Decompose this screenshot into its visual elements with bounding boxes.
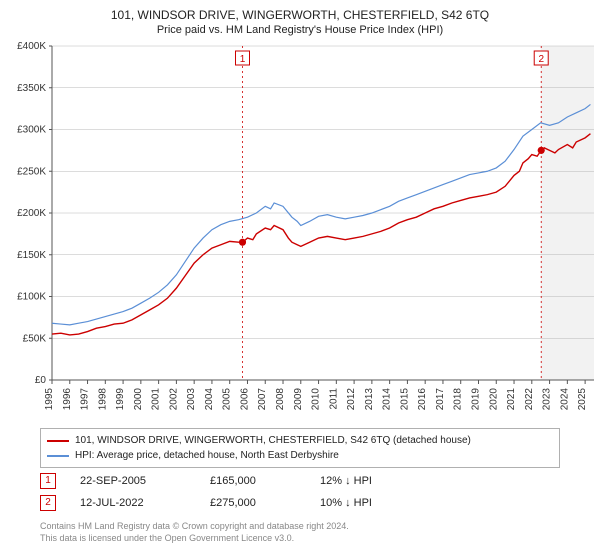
svg-text:1998: 1998 [97, 388, 108, 411]
marker-date: 12-JUL-2022 [80, 497, 210, 509]
svg-text:2007: 2007 [257, 388, 268, 411]
svg-text:2022: 2022 [524, 388, 535, 411]
page-title: 101, WINDSOR DRIVE, WINGERWORTH, CHESTER… [0, 0, 600, 22]
svg-text:2006: 2006 [239, 388, 250, 411]
svg-text:1: 1 [240, 54, 246, 65]
footer-attribution: Contains HM Land Registry data © Crown c… [40, 520, 349, 544]
svg-text:£0: £0 [35, 375, 47, 386]
svg-text:2017: 2017 [435, 388, 446, 411]
svg-text:1999: 1999 [115, 388, 126, 411]
svg-text:2021: 2021 [506, 388, 517, 411]
legend-label: 101, WINDSOR DRIVE, WINGERWORTH, CHESTER… [75, 433, 471, 448]
table-row: 2 12-JUL-2022 £275,000 10% ↓ HPI [40, 492, 440, 514]
marker-badge: 1 [40, 473, 56, 489]
svg-text:£350K: £350K [17, 83, 46, 94]
svg-text:2009: 2009 [293, 388, 304, 411]
svg-text:1995: 1995 [44, 388, 55, 411]
svg-text:2: 2 [538, 54, 544, 65]
marker-table: 1 22-SEP-2005 £165,000 12% ↓ HPI 2 12-JU… [40, 470, 440, 514]
svg-text:1997: 1997 [80, 388, 91, 411]
svg-text:2024: 2024 [559, 388, 570, 411]
line-chart: £0 £50K £100K £150K £200K £250K £300K £350K £400… [0, 40, 600, 420]
legend-row: 101, WINDSOR DRIVE, WINGERWORTH, CHESTER… [47, 433, 553, 448]
svg-text:2001: 2001 [151, 388, 162, 411]
svg-text:£250K: £250K [17, 166, 46, 177]
legend-label: HPI: Average price, detached house, Nort… [75, 448, 339, 463]
marker-badge: 2 [40, 495, 56, 511]
svg-text:2010: 2010 [311, 388, 322, 411]
svg-text:2019: 2019 [470, 388, 481, 411]
footer-line: Contains HM Land Registry data © Crown c… [40, 520, 349, 532]
svg-text:£100K: £100K [17, 292, 46, 303]
svg-text:£400K: £400K [17, 41, 46, 52]
svg-text:2002: 2002 [168, 388, 179, 411]
footer-line: This data is licensed under the Open Gov… [40, 532, 349, 544]
svg-text:2018: 2018 [453, 388, 464, 411]
svg-text:2016: 2016 [417, 388, 428, 411]
marker-hpi: 10% ↓ HPI [320, 497, 440, 509]
svg-text:1996: 1996 [62, 388, 73, 411]
svg-text:2025: 2025 [577, 388, 588, 411]
svg-text:2012: 2012 [346, 388, 357, 411]
svg-text:2023: 2023 [542, 388, 553, 411]
marker-price: £165,000 [210, 475, 320, 487]
svg-text:2000: 2000 [133, 388, 144, 411]
svg-text:2011: 2011 [328, 388, 339, 410]
marker-price: £275,000 [210, 497, 320, 509]
svg-text:2003: 2003 [186, 388, 197, 411]
legend: 101, WINDSOR DRIVE, WINGERWORTH, CHESTER… [40, 428, 560, 468]
svg-text:2005: 2005 [222, 388, 233, 411]
table-row: 1 22-SEP-2005 £165,000 12% ↓ HPI [40, 470, 440, 492]
legend-swatch-price [47, 440, 69, 442]
svg-text:2004: 2004 [204, 388, 215, 411]
svg-text:2008: 2008 [275, 388, 286, 411]
svg-text:2015: 2015 [399, 388, 410, 411]
svg-text:£150K: £150K [17, 250, 46, 261]
legend-row: HPI: Average price, detached house, Nort… [47, 448, 553, 463]
svg-text:£200K: £200K [17, 208, 46, 219]
svg-text:2013: 2013 [364, 388, 375, 411]
marker-date: 22-SEP-2005 [80, 475, 210, 487]
page-subtitle: Price paid vs. HM Land Registry's House … [0, 22, 600, 36]
svg-text:2014: 2014 [382, 388, 393, 411]
svg-text:£50K: £50K [23, 333, 47, 344]
legend-swatch-hpi [47, 455, 69, 457]
chart-container: £0 £50K £100K £150K £200K £250K £300K £350K £400… [0, 40, 600, 420]
svg-text:2020: 2020 [488, 388, 499, 411]
svg-text:£300K: £300K [17, 125, 46, 136]
marker-hpi: 12% ↓ HPI [320, 475, 440, 487]
